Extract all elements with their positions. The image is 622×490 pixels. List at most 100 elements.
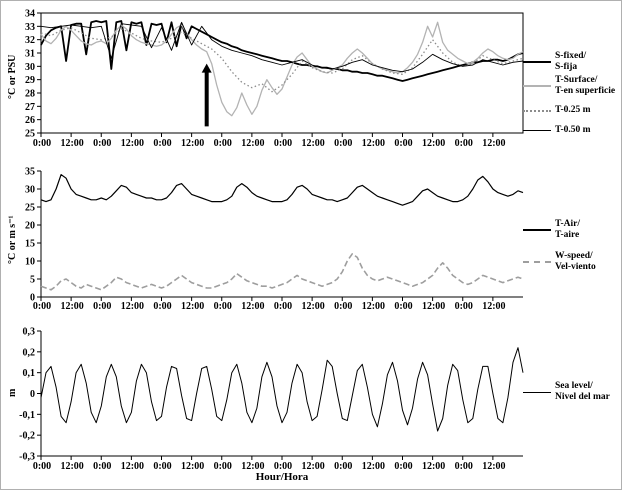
svg-text:12:00: 12:00 <box>60 301 83 312</box>
y-axis-title-middle: °C or m s⁻¹ <box>7 215 18 264</box>
legend-label-t-050m: T-0.50 m <box>555 125 591 136</box>
legend-label-t-025m: T-0.25 m <box>555 105 591 116</box>
svg-text:12:00: 12:00 <box>301 301 324 312</box>
s-fixed-line-key-icon <box>523 61 551 63</box>
svg-text:12:00: 12:00 <box>241 461 264 472</box>
svg-text:15: 15 <box>25 239 35 250</box>
svg-text:12:00: 12:00 <box>422 461 445 472</box>
legend-text: S-fixed/ <box>555 51 587 61</box>
legend-label-sea-level: Sea level/ Nivel del mar <box>555 381 610 403</box>
middle-panel-chart-air-temp-wind: 0 5 10 15 20 25 30 35 0:00 12:00 0:00 12:00 0:00 12:0… <box>25 167 524 312</box>
svg-text:0:00: 0:00 <box>93 138 111 149</box>
legend-text: T-Air/ <box>555 219 580 229</box>
svg-text:10: 10 <box>25 257 35 268</box>
y-axis-title-bottom: m <box>7 388 18 397</box>
sea-level-line-key-icon <box>523 391 551 393</box>
svg-text:20: 20 <box>25 221 35 232</box>
svg-text:12:00: 12:00 <box>181 461 204 472</box>
legend-text: Vel-viento <box>555 262 596 272</box>
svg-text:0:00: 0:00 <box>394 461 412 472</box>
svg-text:0:00: 0:00 <box>274 461 292 472</box>
svg-text:12:00: 12:00 <box>482 461 505 472</box>
svg-text:30: 30 <box>25 185 35 196</box>
svg-text:12:00: 12:00 <box>301 461 324 472</box>
legend-text: T-en superficie <box>555 86 616 96</box>
svg-text:29: 29 <box>25 75 35 86</box>
svg-text:33: 33 <box>25 22 35 33</box>
svg-text:0:00: 0:00 <box>93 461 111 472</box>
svg-text:12:00: 12:00 <box>60 461 83 472</box>
svg-text:12:00: 12:00 <box>422 301 445 312</box>
svg-text:0:00: 0:00 <box>214 138 232 149</box>
svg-text:0,3: 0,3 <box>23 327 36 338</box>
legend-label-t-surface: T-Surface/ T-en superficie <box>555 75 615 97</box>
svg-text:0: 0 <box>30 389 35 400</box>
svg-text:0:00: 0:00 <box>33 461 51 472</box>
svg-text:-0,3: -0,3 <box>19 452 35 463</box>
svg-text:5: 5 <box>30 275 35 286</box>
legend-item-t-surface: T-Surface/ T-en superficie <box>523 75 621 97</box>
legend-item-t-air: T-Air/ T-aire <box>523 219 621 241</box>
legend-text: T-0.50 m <box>555 125 591 135</box>
svg-text:0:00: 0:00 <box>274 138 292 149</box>
svg-text:-0,2: -0,2 <box>19 431 35 442</box>
svg-text:12:00: 12:00 <box>362 461 385 472</box>
svg-text:0:00: 0:00 <box>214 461 232 472</box>
svg-text:28: 28 <box>25 89 35 100</box>
svg-text:0:00: 0:00 <box>33 301 51 312</box>
legend-text: W-speed/ <box>555 251 593 261</box>
svg-text:0:00: 0:00 <box>153 138 171 149</box>
svg-text:25: 25 <box>25 129 35 140</box>
legend-item-w-speed: W-speed/ Vel-viento <box>523 251 621 273</box>
svg-text:12:00: 12:00 <box>482 138 505 149</box>
legend-text: S-fija <box>555 62 578 72</box>
svg-text:34: 34 <box>25 9 35 20</box>
svg-text:30: 30 <box>25 62 35 73</box>
svg-text:0:00: 0:00 <box>334 461 352 472</box>
svg-text:12:00: 12:00 <box>422 138 445 149</box>
svg-text:0:00: 0:00 <box>274 301 292 312</box>
svg-text:32: 32 <box>25 35 35 46</box>
svg-text:12:00: 12:00 <box>362 138 385 149</box>
legend-item-s-fixed: S-fixed/ S-fija <box>523 51 621 73</box>
svg-text:0,1: 0,1 <box>23 368 36 379</box>
legend-text: Sea level/ <box>555 381 593 391</box>
svg-text:12:00: 12:00 <box>181 301 204 312</box>
legend-item-t-025m: T-0.25 m <box>523 105 621 116</box>
svg-text:0:00: 0:00 <box>334 138 352 149</box>
svg-text:0:00: 0:00 <box>394 301 412 312</box>
svg-text:-0,1: -0,1 <box>19 410 35 421</box>
svg-text:27: 27 <box>25 102 35 113</box>
svg-text:12:00: 12:00 <box>60 138 83 149</box>
legend-label-t-air: T-Air/ T-aire <box>555 219 580 241</box>
svg-text:0:00: 0:00 <box>153 461 171 472</box>
legend-text: T-0.25 m <box>555 105 591 115</box>
t-050m-line-key-icon <box>523 130 551 131</box>
svg-text:0:00: 0:00 <box>93 301 111 312</box>
svg-text:12:00: 12:00 <box>241 138 264 149</box>
w-speed-line-key-icon <box>523 261 551 263</box>
legend-label-w-speed: W-speed/ Vel-viento <box>555 251 596 273</box>
svg-text:12:00: 12:00 <box>121 301 144 312</box>
svg-text:12:00: 12:00 <box>362 301 385 312</box>
top-panel-chart-temperature-salinity: 25 26 27 28 29 30 31 32 33 34 0:00 12:00 0:00 12:00 0:… <box>25 9 524 149</box>
legend-text: Nivel del mar <box>555 392 610 402</box>
svg-text:12:00: 12:00 <box>482 301 505 312</box>
y-axis-title-top: °C or PSU <box>7 54 18 99</box>
t-025m-line-key-icon <box>523 109 551 112</box>
svg-text:25: 25 <box>25 203 35 214</box>
legend-text: T-Surface/ <box>555 75 598 85</box>
legend-text: T-aire <box>555 230 580 240</box>
legend-item-t-050m: T-0.50 m <box>523 125 621 136</box>
t-surface-line-key-icon <box>523 85 551 87</box>
svg-text:12:00: 12:00 <box>301 138 324 149</box>
svg-text:0:00: 0:00 <box>334 301 352 312</box>
svg-text:0:00: 0:00 <box>214 301 232 312</box>
svg-text:0: 0 <box>30 293 35 304</box>
legend-label-s-fixed: S-fixed/ S-fija <box>555 51 586 73</box>
svg-text:12:00: 12:00 <box>121 138 144 149</box>
svg-text:0:00: 0:00 <box>455 301 473 312</box>
svg-text:35: 35 <box>25 167 35 178</box>
svg-text:31: 31 <box>25 49 35 60</box>
